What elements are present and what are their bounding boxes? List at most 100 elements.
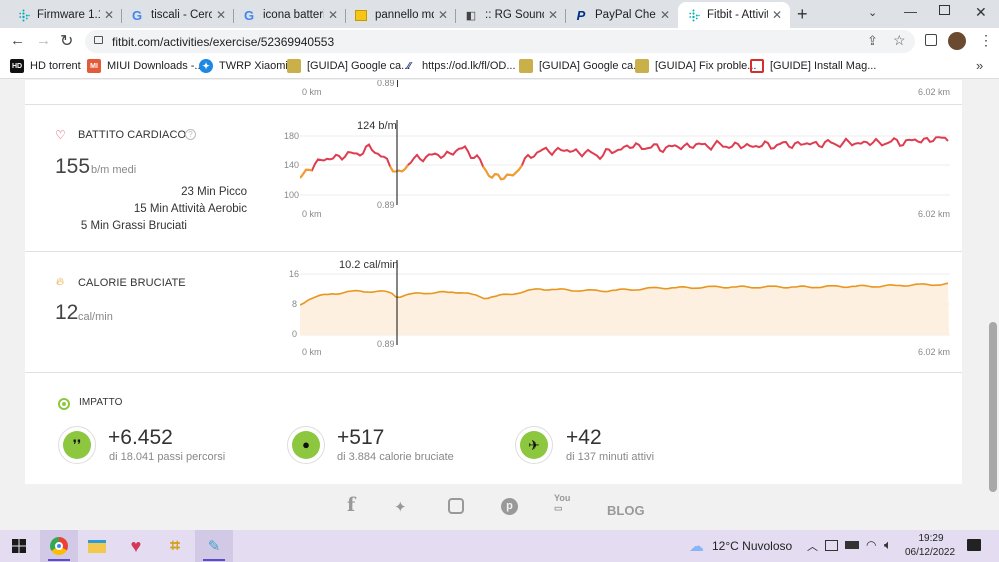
instagram-icon[interactable] [448, 498, 464, 514]
active-minutes-value: +42 [566, 426, 602, 449]
page-scrollbar[interactable] [987, 80, 999, 530]
calories-area [300, 283, 949, 335]
more-bookmarks-icon[interactable]: » [976, 58, 984, 73]
bookmark-guide-install[interactable]: [GUIDE] Install Mag... [750, 59, 876, 73]
taskbar-app-heart[interactable]: ♥ [117, 530, 155, 562]
bookmark-label: [GUIDA] Google ca... [307, 60, 411, 72]
tab-rgsound[interactable]: ◧ :: RG Sound St ✕ [456, 2, 566, 28]
steps-value: +6.452 [108, 426, 173, 449]
back-button[interactable]: ← [10, 32, 25, 49]
facebook-icon[interactable]: f [347, 494, 356, 516]
weather-text[interactable]: 12°C Nuvoloso [712, 539, 793, 553]
clock-date[interactable]: 06/12/2022 [904, 547, 956, 558]
calories-cursor-label: 10.2 cal/min [339, 259, 399, 271]
calories-x-start: 0 km [302, 347, 322, 357]
bookmark-guida-2[interactable]: [GUIDA] Google ca... [519, 59, 642, 73]
avatar[interactable] [948, 32, 966, 50]
close-icon[interactable]: ✕ [659, 8, 670, 22]
calories-chart[interactable] [300, 260, 950, 350]
close-icon[interactable]: ✕ [547, 8, 558, 22]
side-panel-icon[interactable] [925, 34, 937, 46]
cal-y-tick-0: 0 [292, 329, 298, 339]
bookmark-odlk[interactable]: ⁄⁄ https://od.lk/fl/OD... [402, 59, 515, 73]
tab-fitbit-active[interactable]: Fitbit - Attività ✕ [678, 2, 790, 28]
share-icon[interactable]: ⇪ [867, 33, 878, 48]
bookmark-guida-fix[interactable]: [GUIDA] Fix proble... [635, 59, 756, 73]
bookmark-label: [GUIDE] Install Mag... [770, 60, 877, 72]
flame-icon: ● [287, 426, 325, 464]
help-icon[interactable]: ? [185, 129, 196, 140]
taskbar-file-explorer[interactable] [78, 530, 116, 562]
calories-title: CALORIE BRUCIATE [78, 277, 186, 289]
close-icon[interactable]: ✕ [437, 8, 448, 22]
close-icon[interactable]: ✕ [327, 8, 338, 22]
volume-icon[interactable]: 🔈︎ [884, 537, 892, 552]
divider [25, 251, 962, 252]
steps-label: di 18.041 passi percorsi [109, 451, 226, 463]
address-bar[interactable]: fitbit.com/activities/exercise/523699405… [85, 30, 915, 53]
forward-button[interactable]: → [36, 32, 51, 49]
app-icon: ✎ [207, 538, 221, 555]
tab-pannello[interactable]: pannello mdf i ✕ [346, 2, 456, 28]
weather-icon[interactable]: ☁ [689, 538, 704, 555]
paypal-icon: P [576, 7, 586, 23]
wifi-icon[interactable]: ◠ [866, 538, 877, 552]
shop-icon [354, 8, 368, 22]
zone-aerobic: 15 Min Attività Aerobic [133, 203, 247, 215]
close-icon[interactable]: ✕ [771, 8, 782, 22]
heart-x-end: 6.02 km [918, 209, 951, 219]
start-button[interactable] [0, 530, 38, 562]
page-content: 0.89 0 km 6.02 km ♡ BATTITO CARDIACO ? 1… [0, 80, 987, 530]
lock-icon[interactable] [94, 36, 103, 44]
calories-marker-label: 0.89 [377, 339, 395, 349]
heart-unit: b/m medi [91, 164, 137, 176]
tab-tiscali[interactable]: G tiscali - Cerca c ✕ [122, 2, 234, 28]
taskbar-app-fitbit[interactable]: ✎ [195, 530, 233, 562]
scroll-thumb[interactable] [989, 322, 997, 492]
tab-paypal[interactable]: P PayPal Checko ✕ [566, 2, 678, 28]
star-icon[interactable]: ☆ [893, 32, 906, 48]
restore-button[interactable] [939, 5, 950, 15]
close-icon[interactable]: ✕ [103, 8, 114, 22]
tab-icona[interactable]: G icona batteria ✕ [234, 2, 346, 28]
bookmark-miui[interactable]: MI MIUI Downloads -... [87, 59, 204, 73]
youtube-icon[interactable]: You ▭ [554, 493, 571, 513]
minimize-button[interactable]: — [904, 4, 917, 19]
heart-cursor-label: 124 b/m [357, 120, 397, 132]
menu-dots-icon[interactable]: ⋮ [979, 32, 993, 48]
battery-icon[interactable] [845, 541, 859, 549]
bookmark-twrp[interactable]: ✦ TWRP Xiaomi [199, 59, 288, 73]
new-tab-button[interactable]: + [797, 4, 808, 24]
heart-rate-series-mid [300, 164, 523, 181]
clock-time[interactable]: 19:29 [918, 533, 944, 544]
windows-taskbar: ♥ ⌗ ✎ ☁ 12°C Nuvoloso ︿ ◠ 🔈︎ 19:29 06/12… [0, 530, 999, 562]
odlk-icon: ⁄⁄ [407, 60, 411, 72]
hd-icon: HD [10, 59, 24, 73]
bookmark-label: TWRP Xiaomi [219, 60, 288, 72]
close-window-button[interactable]: ✕ [975, 4, 987, 20]
tab-firmware[interactable]: Firmware 1.189 ✕ [8, 2, 122, 28]
taskbar-app-tool[interactable]: ⌗ [156, 530, 194, 562]
miui-icon: MI [87, 59, 101, 73]
notifications-icon[interactable] [967, 539, 981, 551]
tab-search-chevron-icon[interactable]: ⌄ [868, 7, 878, 19]
url-text[interactable]: fitbit.com/activities/exercise/523699405… [112, 35, 335, 49]
bookmark-hd-torrent[interactable]: HD HD torrent [10, 59, 81, 73]
sound-icon: ◧ [465, 9, 477, 22]
divider [25, 372, 962, 373]
tab-strip: Firmware 1.189 ✕ G tiscali - Cerca c ✕ G… [0, 0, 999, 28]
twitter-icon[interactable]: ✦ [394, 499, 407, 516]
pinterest-icon[interactable]: p [501, 498, 518, 515]
heart-rate-chart[interactable] [300, 120, 950, 220]
taskbar-chrome[interactable] [40, 530, 78, 562]
close-icon[interactable]: ✕ [215, 8, 226, 22]
top-chart-marker-label: 0.89 [377, 80, 395, 88]
calories-x-end: 6.02 km [918, 347, 951, 357]
bookmark-guida-1[interactable]: [GUIDA] Google ca... [287, 59, 410, 73]
reload-button[interactable]: ↻ [60, 33, 74, 50]
blog-link[interactable]: BLOG [607, 503, 645, 518]
bookmark-label: [GUIDA] Fix proble... [655, 60, 757, 72]
tray-app-icon[interactable] [825, 540, 838, 551]
heart-title: BATTITO CARDIACO [78, 129, 187, 141]
tray-chevron-icon[interactable]: ︿ [807, 541, 818, 553]
